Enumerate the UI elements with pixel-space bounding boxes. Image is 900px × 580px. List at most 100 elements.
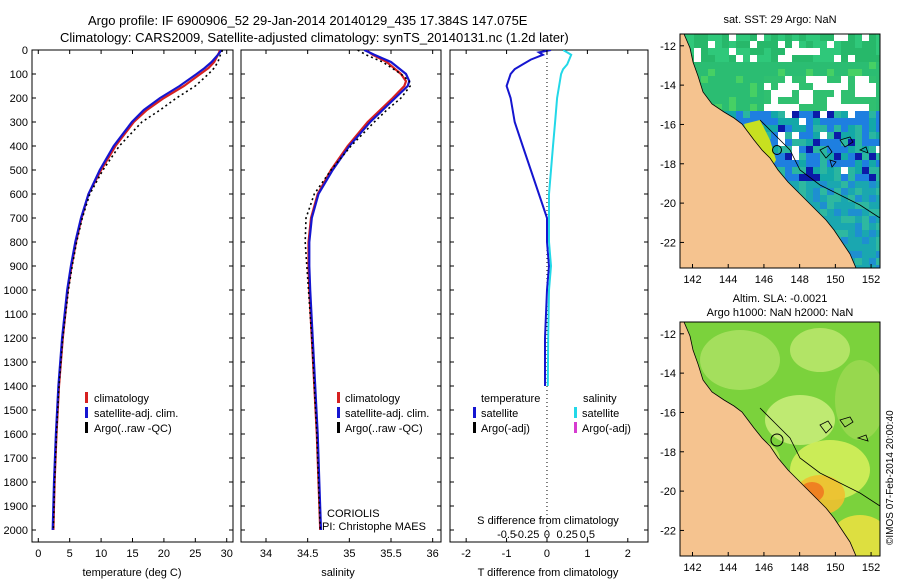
sst-cell <box>792 97 799 104</box>
sst-cell <box>729 76 736 83</box>
sst-cell <box>869 153 876 160</box>
sst-cell <box>722 48 729 55</box>
sst-cell <box>848 90 855 97</box>
sst-cell <box>848 167 855 174</box>
sst-cell <box>792 76 799 83</box>
sst-cell <box>862 153 869 160</box>
sst-cell <box>855 209 862 216</box>
sst-cell <box>876 230 880 237</box>
sst-cell <box>855 237 862 244</box>
sst-cell <box>876 104 880 111</box>
imos-watermark: ©IMOS 07-Feb-2014 20:00:40 <box>885 410 896 545</box>
sst-cell <box>827 90 834 97</box>
sst-cell <box>848 146 855 153</box>
map-x-tick-label: 146 <box>755 562 773 574</box>
salinity-panel <box>240 49 442 543</box>
x-tick-label: 34 <box>260 548 272 560</box>
x-tick-label: 34.5 <box>297 548 318 560</box>
sst-cell <box>841 48 848 55</box>
sst-cell <box>764 55 771 62</box>
sst-cell <box>792 146 799 153</box>
sst-cell <box>778 69 785 76</box>
sst-contour-1000m <box>759 119 880 219</box>
sst-cell <box>813 34 820 41</box>
sst-cell <box>743 48 750 55</box>
difference-legend: temperature salinity satellite Argo(-adj… <box>473 393 631 435</box>
sst-cell <box>855 139 862 146</box>
sst-cell <box>792 153 799 160</box>
sst-cell <box>736 111 743 118</box>
sst-cell <box>813 202 820 209</box>
sla-blob <box>700 330 780 390</box>
sst-cell <box>869 111 876 118</box>
difference-xlabel-top: S difference from climatology <box>477 515 619 527</box>
sst-cell <box>855 244 862 251</box>
sst-cell <box>834 188 841 195</box>
sst-cell <box>848 209 855 216</box>
sst-cell <box>841 237 848 244</box>
sst-cell <box>813 97 820 104</box>
difference-lines <box>505 50 573 542</box>
sst-cell <box>862 111 869 118</box>
sst-cell <box>827 195 834 202</box>
sst-cell <box>820 69 827 76</box>
sst-cell <box>869 55 876 62</box>
sst-cell <box>841 118 848 125</box>
sst-cell <box>855 195 862 202</box>
series-argo-raw-qc- <box>304 50 412 531</box>
sst-cell <box>736 62 743 69</box>
sst-cell <box>841 97 848 104</box>
title-line2: Climatology: CARS2009, Satellite-adjuste… <box>60 30 569 45</box>
sla-argo-marker <box>770 433 784 447</box>
sst-cell <box>778 160 785 167</box>
sst-cell <box>750 90 757 97</box>
sst-cell <box>855 69 862 76</box>
map-y-tick-label: -14 <box>660 368 676 380</box>
sst-cell <box>848 160 855 167</box>
sst-cell <box>792 62 799 69</box>
sst-cell <box>827 69 834 76</box>
legend-swatch-t-satellite <box>473 407 476 418</box>
sst-cell <box>771 83 778 90</box>
sla-map-title-2: Argo h1000: NaN h2000: NaN <box>707 307 854 319</box>
sst-cell <box>750 111 757 118</box>
sst-cell <box>785 153 792 160</box>
sst-cell <box>869 132 876 139</box>
sst-cell <box>855 174 862 181</box>
sst-cell <box>813 188 820 195</box>
sst-cell <box>708 62 715 69</box>
sst-cell <box>848 174 855 181</box>
sst-cell <box>876 181 880 188</box>
sst-cell <box>855 97 862 104</box>
sst-cell <box>701 55 708 62</box>
sst-cell <box>813 146 820 153</box>
sst-cell <box>806 188 813 195</box>
sst-cell <box>778 118 785 125</box>
sst-cell <box>799 76 806 83</box>
sst-cell <box>848 244 855 251</box>
sst-cell <box>820 132 827 139</box>
sst-cell <box>757 76 764 83</box>
depth-tick-label: 500 <box>10 165 28 177</box>
x-tick-label: 0 <box>35 548 41 560</box>
depth-tick-label: 200 <box>10 93 28 105</box>
sst-cell <box>806 139 813 146</box>
sst-map-axes: 142 144 146 148 150 152 -12 -14 -16 -18 -20 -22 <box>660 41 880 286</box>
sst-cell <box>813 69 820 76</box>
sst-cell <box>876 125 880 132</box>
salinity-legend: climatology satellite-adj. clim. Argo(..… <box>337 392 429 435</box>
depth-tick-label: 2000 <box>4 525 28 537</box>
sst-cell <box>855 41 862 48</box>
sst-cell <box>862 244 869 251</box>
sst-cell <box>799 181 806 188</box>
sst-cell <box>876 160 880 167</box>
sst-cell <box>862 125 869 132</box>
sst-cell <box>869 230 876 237</box>
sst-cell <box>848 118 855 125</box>
sst-cell <box>785 62 792 69</box>
sst-cell <box>848 188 855 195</box>
sst-cell <box>708 76 715 83</box>
sst-cell <box>813 55 820 62</box>
sst-cell <box>820 111 827 118</box>
sst-cell <box>708 97 715 104</box>
